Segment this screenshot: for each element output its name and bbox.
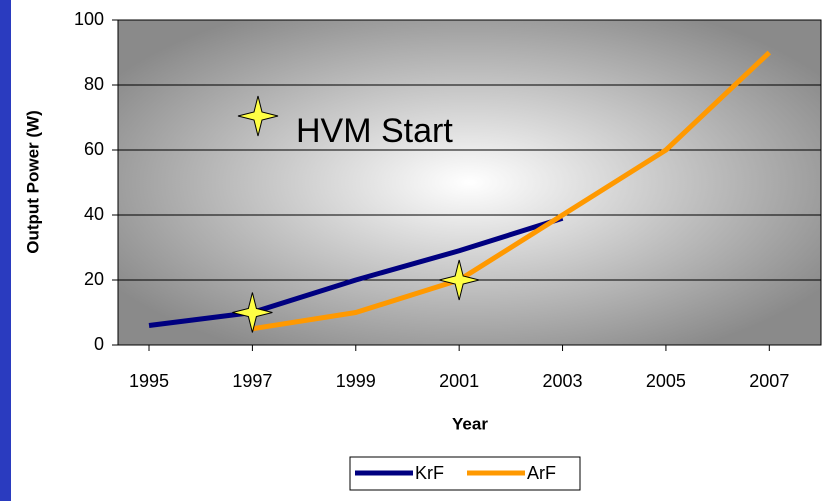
x-tick-label: 2005 xyxy=(646,371,686,391)
x-tick-label: 1997 xyxy=(232,371,272,391)
series-line xyxy=(148,215,564,328)
hvm-star xyxy=(439,259,480,301)
y-tick-label: 60 xyxy=(84,139,104,159)
x-tick-label: 2003 xyxy=(543,371,583,391)
x-axis-label: Year xyxy=(452,414,488,433)
side-strip xyxy=(0,0,11,501)
x-tick-label: 2001 xyxy=(439,371,479,391)
legend-label: KrF xyxy=(415,463,444,483)
x-tick-label: 1999 xyxy=(336,371,376,391)
annotation-star xyxy=(237,95,279,137)
legend-label: ArF xyxy=(527,463,556,483)
x-tick-label: 1995 xyxy=(129,371,169,391)
hvm-star xyxy=(232,292,273,333)
y-axis-label: Output Power (W) xyxy=(23,110,42,254)
annotation: HVM Start xyxy=(296,112,453,150)
y-tick-label: 0 xyxy=(94,334,104,354)
y-tick-label: 40 xyxy=(84,204,104,224)
x-tick-label: 2007 xyxy=(749,371,789,391)
y-tick-label: 100 xyxy=(74,9,104,29)
y-tick-label: 80 xyxy=(84,74,104,94)
series-line xyxy=(252,50,772,332)
plot-area xyxy=(117,19,822,346)
y-tick-label: 20 xyxy=(84,269,104,289)
